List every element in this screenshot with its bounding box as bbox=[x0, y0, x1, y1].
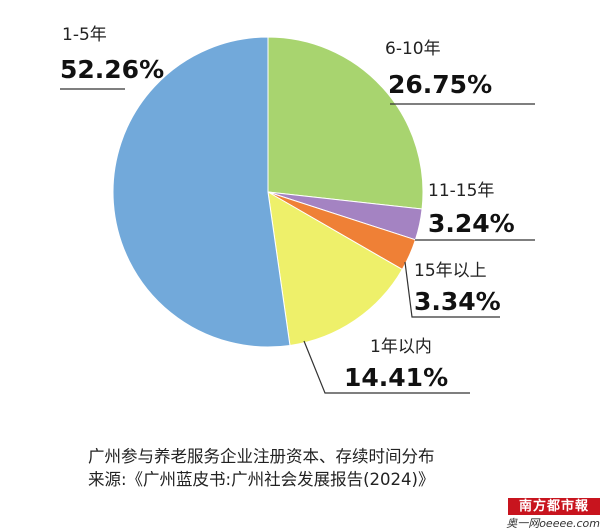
label-name-11-15: 11-15年 bbox=[428, 181, 494, 201]
label-name-6-10: 6-10年 bbox=[385, 39, 441, 59]
leader-line-1year bbox=[303, 340, 470, 394]
logo-website: 奥一网oeeee.com bbox=[506, 517, 600, 530]
label-pct-11-15: 3.24% bbox=[428, 209, 515, 238]
label-pct-1year: 14.41% bbox=[344, 363, 448, 392]
label-name-1-5: 1-5年 bbox=[62, 25, 107, 45]
pie-chart: 1-5年 52.26% 6-10年 26.75% 11-15年 3.24% 15… bbox=[60, 25, 535, 394]
leader-lines bbox=[60, 88, 535, 394]
label-name-1year: 1年以内 bbox=[370, 337, 432, 357]
label-name-15plus: 15年以上 bbox=[414, 261, 487, 281]
label-pct-1-5: 52.26% bbox=[60, 55, 164, 84]
pie-slice-4 bbox=[112, 36, 291, 348]
newspaper-logo: 南方都市報 奥一网oeeee.com bbox=[500, 498, 600, 532]
pie-slice-3 bbox=[267, 191, 403, 347]
pie-slice-0 bbox=[267, 36, 424, 210]
chart-caption-title: 广州参与养老服务企业注册资本、存续时间分布 bbox=[88, 447, 435, 466]
label-pct-15plus: 3.34% bbox=[414, 287, 501, 316]
logo-masthead: 南方都市報 bbox=[508, 498, 600, 515]
pie-slices bbox=[112, 36, 424, 348]
chart-caption-source: 来源:《广州蓝皮书:广州社会发展报告(2024)》 bbox=[88, 470, 435, 489]
leader-line-15plus bbox=[404, 261, 500, 318]
label-pct-6-10: 26.75% bbox=[388, 70, 492, 99]
